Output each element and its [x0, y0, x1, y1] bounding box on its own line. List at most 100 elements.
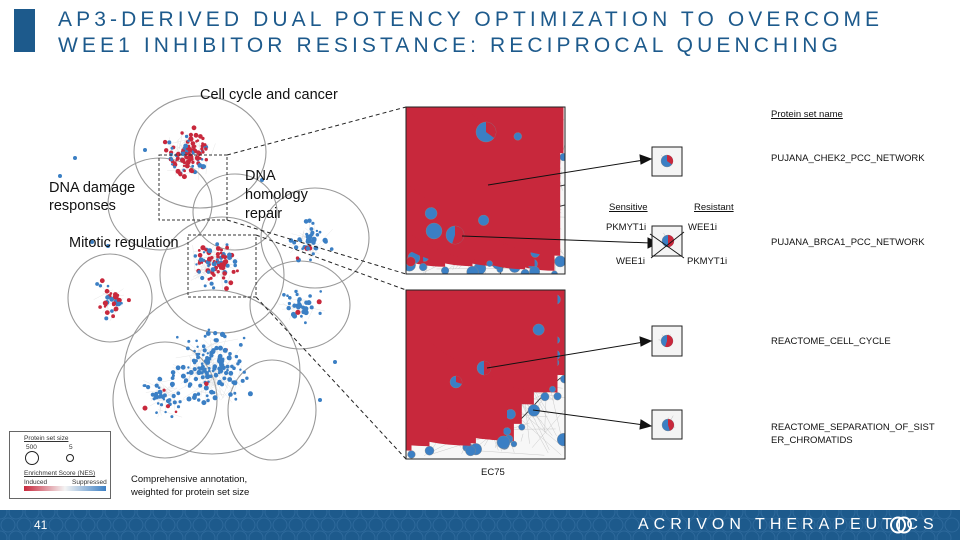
network-node [206, 352, 209, 355]
network-node [406, 107, 421, 264]
network-node [295, 309, 301, 315]
network-node [224, 286, 229, 291]
network-node [197, 252, 203, 258]
network-node [235, 269, 239, 273]
network-node [227, 377, 233, 382]
network-node [301, 247, 304, 250]
network-node [305, 232, 309, 236]
network-node [111, 302, 116, 307]
network-node [183, 169, 186, 173]
network-node [198, 383, 203, 388]
network-node [192, 393, 198, 398]
network-node [419, 107, 444, 120]
zoom-panel-top-nodes [406, 107, 565, 274]
network-node [221, 365, 226, 371]
network-node [215, 258, 219, 262]
network-node [208, 374, 213, 379]
zoom-connectors [226, 106, 407, 460]
network-node [143, 384, 147, 388]
network-node [233, 391, 237, 395]
network-node [198, 371, 202, 375]
network-node [220, 382, 224, 387]
cluster-bottom-right [227, 359, 317, 461]
network-node [318, 311, 322, 315]
network-node [200, 275, 205, 281]
network-node [200, 367, 204, 370]
network-node [303, 306, 309, 312]
network-node [292, 240, 297, 245]
network-node [215, 242, 220, 247]
network-node [319, 290, 323, 293]
network-node [309, 258, 312, 262]
legend-induced: Induced [24, 479, 48, 486]
network-node [113, 307, 118, 312]
network-nodes [58, 125, 337, 419]
pointer-arrows [461, 154, 660, 430]
network-node [116, 301, 122, 307]
network-node [247, 391, 253, 397]
network-node [154, 383, 159, 388]
network-node [225, 245, 230, 250]
label-dna-damage-line-2: responses [49, 198, 116, 214]
network-node [203, 334, 207, 338]
network-node [187, 139, 190, 143]
legend-box: Protein set size 500 5 Enrichment Score … [9, 431, 111, 499]
network-node [171, 384, 174, 388]
network-node [406, 107, 415, 220]
network-node [222, 376, 227, 381]
network-node [165, 404, 171, 409]
network-node [315, 229, 319, 233]
network-node [175, 151, 181, 157]
cluster-left [67, 253, 153, 343]
network-node [226, 368, 229, 372]
footer-texture [0, 510, 960, 540]
network-node [481, 107, 497, 121]
network-node [315, 233, 320, 237]
network-node [109, 292, 113, 295]
network-node [465, 107, 522, 141]
network-node [431, 107, 461, 122]
network-node [200, 144, 205, 148]
legend-graphics [24, 451, 106, 491]
network-node [316, 299, 322, 305]
network-node [407, 107, 425, 120]
network-node [221, 254, 226, 259]
network-node [292, 313, 298, 319]
network-node [238, 343, 243, 347]
network-node [157, 389, 163, 395]
network-node [210, 267, 216, 272]
network-node [212, 273, 216, 277]
title-accent-bar [14, 9, 35, 52]
slide-title-line-1: AP3-DERIVED DUAL POTENCY OPTIMIZATION TO… [58, 8, 884, 31]
network-node [201, 353, 205, 357]
network-node [105, 295, 110, 300]
network-node [198, 368, 202, 371]
network-node [303, 309, 309, 316]
network-node [200, 362, 204, 366]
network-node [142, 405, 148, 411]
network-node [197, 163, 203, 168]
network-node [475, 121, 497, 143]
network-node [162, 139, 168, 145]
network-node [207, 277, 211, 281]
network-node [99, 278, 105, 284]
brand-logo-icon [890, 516, 912, 534]
network-node [242, 370, 246, 374]
legend-size-title: Protein set size [24, 435, 69, 442]
network-node [208, 369, 211, 373]
network-node [215, 246, 221, 251]
legend-size-small: 5 [69, 444, 73, 451]
legend-nes-title: Enrichment Score (NES) [24, 470, 96, 477]
network-node [203, 359, 209, 364]
quench-top-left: PKMYT1i [606, 222, 647, 233]
quench-bottom-left: WEE1i [616, 256, 646, 267]
network-node [102, 300, 108, 306]
network-node [661, 234, 675, 248]
network-node [212, 286, 216, 290]
network-node [205, 394, 209, 398]
network-node [202, 251, 206, 254]
network-node [187, 366, 190, 369]
network-node [209, 350, 214, 355]
network-node [191, 160, 195, 164]
network-node [201, 164, 207, 170]
